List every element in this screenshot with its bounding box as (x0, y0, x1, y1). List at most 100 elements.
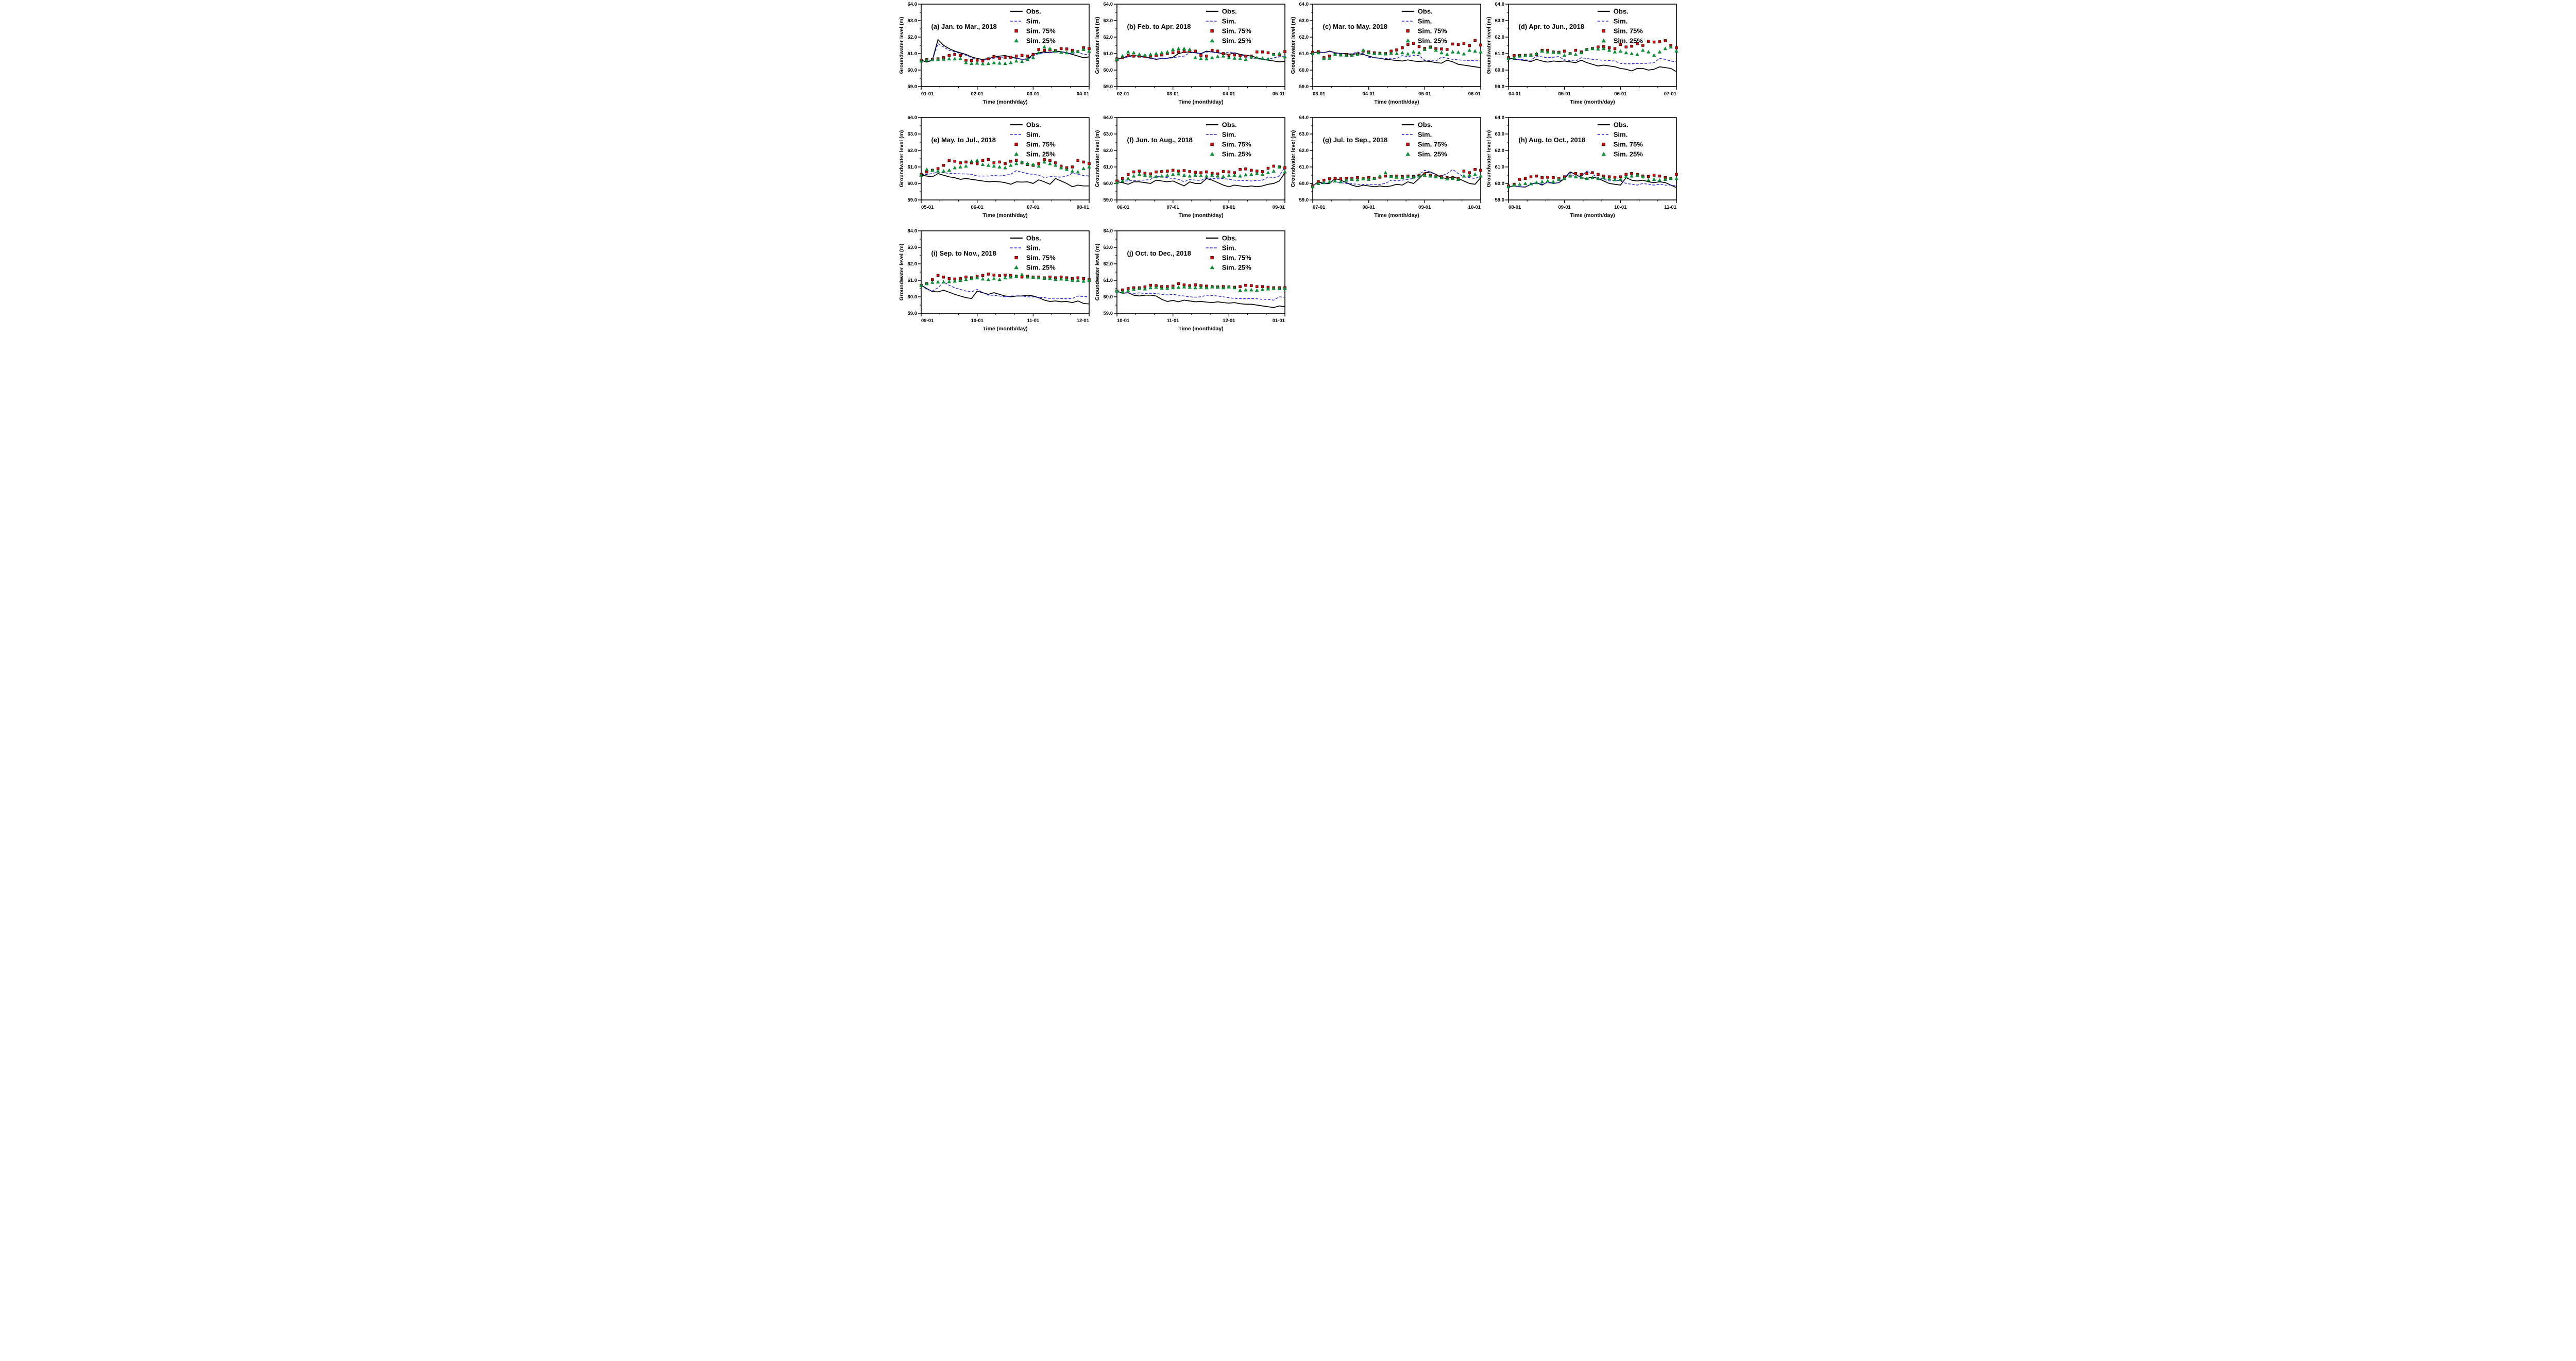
sim25-marker (1512, 183, 1516, 187)
y-tick-label: 60.0 (1299, 68, 1309, 73)
sim25-marker (1020, 59, 1024, 63)
legend-item-sim75: Sim. 75% (1014, 141, 1056, 148)
legend-square-icon (1210, 142, 1214, 146)
sim25-marker (1182, 173, 1187, 177)
sim25-marker (975, 158, 979, 162)
sim75-marker (1126, 173, 1130, 176)
legend-square-icon (1406, 29, 1410, 33)
sim25-marker (1355, 52, 1360, 56)
sim75-marker (1580, 173, 1583, 176)
sim25-marker (1205, 285, 1209, 290)
legend: Obs. Sim. Sim. 75% Sim. 25% (1206, 8, 1251, 45)
sim25-marker (1215, 174, 1220, 178)
y-tick-label: 63.0 (1299, 18, 1309, 24)
panel-f: 59.0 60.0 61.0 62.0 63.0 64.0 06-01 07-01 08-01 0… (1092, 113, 1288, 227)
x-axis: 04-01 05-01 06-01 07-01 (1508, 87, 1677, 97)
sim25-marker (1316, 51, 1320, 55)
sim25-marker (1596, 176, 1600, 180)
sim25-marker (1221, 285, 1226, 290)
y-axis-title: Groundwater level (m) (899, 244, 905, 301)
sim25-marker (1417, 174, 1421, 178)
sim25-marker (1652, 177, 1656, 181)
sim75-marker (1076, 159, 1080, 162)
sim25-marker (1014, 274, 1019, 278)
sim75-marker (1166, 170, 1169, 173)
sim25-marker (1383, 171, 1387, 175)
sim75-marker (987, 273, 990, 276)
y-tick-label: 59.0 (1104, 84, 1113, 90)
y-axis-title: Groundwater level (m) (1094, 244, 1100, 301)
sim25-marker (1389, 174, 1393, 178)
sim25-marker (1238, 174, 1242, 178)
sim25-marker (1076, 170, 1080, 174)
sim75-marker (1339, 177, 1343, 180)
sim25-marker (1663, 177, 1667, 181)
sim25-marker (970, 61, 974, 65)
panel-svg-e: 59.060.061.062.063.064.005-01 06-01 07-01 0… (899, 115, 1091, 219)
sim75-marker (1283, 50, 1286, 53)
sim75-marker (1462, 170, 1466, 173)
panel-svg-a: 59.060.061.062.063.064.001-01 02-01 03-01 0… (899, 2, 1091, 105)
legend-label-sim: Sim. (1614, 131, 1628, 139)
groundwater-figure: 59.0 60.0 61.0 62.0 63.0 64.0 01-01 02-01 03-01 0… (896, 0, 1680, 340)
sim25-marker (1456, 50, 1461, 54)
sim25-marker (1081, 166, 1086, 171)
sim75-marker (1171, 169, 1175, 172)
panel-e: 59.0 60.0 61.0 62.0 63.0 64.0 05-01 06-01 07-01 0… (896, 113, 1092, 227)
sim75-marker (1065, 47, 1069, 51)
sim75-marker (1451, 42, 1454, 46)
sim75-marker (1244, 283, 1247, 287)
sim75-marker (1585, 172, 1588, 175)
x-tick-label: 12-01 (1077, 318, 1090, 324)
legend-item-sim25: Sim. 25% (1210, 37, 1251, 45)
legend-item-sim25: Sim. 25% (1210, 264, 1251, 272)
sim25-marker (1350, 53, 1354, 57)
sim25-marker (941, 57, 946, 61)
legend-item-obs: Obs. (1010, 121, 1041, 129)
sim75-marker (1652, 40, 1656, 44)
sim25-marker (1540, 49, 1544, 53)
legend-triangle-icon (1405, 152, 1411, 156)
sim25-points (1311, 171, 1483, 189)
sim25-points (919, 45, 1091, 65)
sim75-marker (981, 274, 985, 277)
legend-label-obs: Obs. (1614, 8, 1629, 15)
legend-item-sim25: Sim. 25% (1601, 150, 1643, 158)
sim25-marker (919, 173, 923, 177)
x-tick-label: 01-01 (1273, 318, 1285, 324)
legend-label-sim25: Sim. 25% (1614, 150, 1643, 158)
sim25-marker (1652, 53, 1656, 57)
legend-label-sim75: Sim. 75% (1222, 141, 1252, 148)
sim25-marker (1232, 173, 1236, 177)
sim25-marker (1350, 177, 1354, 181)
y-tick-label: 60.0 (1495, 181, 1505, 187)
sim25-marker (1160, 51, 1164, 55)
legend-item-sim75: Sim. 75% (1014, 254, 1056, 262)
sim25-marker (958, 165, 962, 169)
sim75-marker (992, 161, 996, 164)
legend-label-sim: Sim. (1222, 131, 1236, 139)
x-tick-label: 04-01 (1363, 91, 1376, 97)
y-axis: 59.0 60.0 61.0 62.0 63.0 64.0 (1495, 115, 1509, 203)
sim25-marker (1188, 47, 1192, 51)
sim75-marker (1266, 166, 1270, 170)
legend-label-sim: Sim. (1222, 18, 1236, 25)
legend-label-obs: Obs. (1418, 121, 1433, 129)
sim25-marker (1188, 174, 1192, 178)
plot-frame (921, 230, 1090, 314)
legend-label-sim25: Sim. 25% (1222, 150, 1252, 158)
y-axis-title: Groundwater level (m) (1486, 17, 1492, 74)
sim75-marker (1004, 56, 1007, 59)
sim25-marker (1479, 49, 1483, 54)
sim25-marker (1064, 167, 1069, 171)
legend-item-sim75: Sim. 75% (1210, 27, 1251, 35)
sim25-marker (1148, 174, 1153, 178)
sim25-marker (1518, 182, 1522, 186)
sim25-marker (1361, 48, 1365, 52)
sim25-marker (1064, 277, 1069, 281)
sim75-marker (1048, 159, 1052, 162)
sim25-marker (1249, 288, 1253, 292)
sim25-marker (1059, 50, 1063, 54)
sim-line (921, 281, 1090, 299)
sim25-marker (925, 281, 929, 285)
